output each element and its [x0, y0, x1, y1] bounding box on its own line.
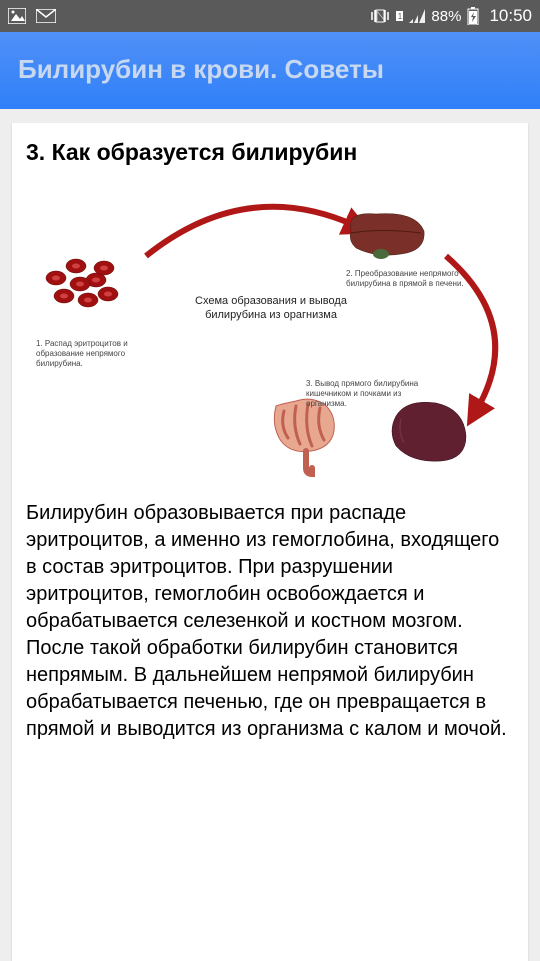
- svg-text:билирубина из орагнизма: билирубина из орагнизма: [205, 309, 338, 321]
- svg-text:билирубина.: билирубина.: [36, 359, 83, 368]
- battery-icon: [467, 7, 479, 25]
- svg-text:кишечником и почками из: кишечником и почками из: [306, 389, 402, 398]
- vibrate-icon: [370, 8, 390, 24]
- svg-text:1. Распад эритроцитов и: 1. Распад эритроцитов и: [36, 339, 128, 348]
- svg-text:Схема образования и вывода: Схема образования и вывода: [195, 295, 348, 307]
- battery-percent: 88%: [431, 8, 461, 25]
- svg-text:2. Преобразование непрямого: 2. Преобразование непрямого: [346, 269, 459, 278]
- image-icon: [8, 8, 26, 24]
- status-bar: 1 88% 10:50: [0, 0, 540, 32]
- app-header: Билирубин в крови. Советы: [0, 32, 540, 109]
- signal-icon: [409, 9, 425, 23]
- bilirubin-diagram: 1. Распад эритроцитов иобразование непря…: [26, 186, 514, 486]
- svg-text:организма.: организма.: [306, 399, 347, 408]
- article-body: Билирубин образовывается при распаде эри…: [26, 500, 514, 743]
- svg-text:образование непрямого: образование непрямого: [36, 349, 126, 358]
- page-title: Билирубин в крови. Советы: [18, 54, 522, 85]
- section-title: 3. Как образуется билирубин: [26, 139, 514, 166]
- clock-time: 10:50: [489, 6, 532, 26]
- svg-text:3. Вывод прямого билирубина: 3. Вывод прямого билирубина: [306, 379, 419, 388]
- svg-text:билирубина в прямой в печени.: билирубина в прямой в печени.: [346, 279, 464, 288]
- mail-icon: [36, 9, 56, 23]
- content-card: 3. Как образуется билирубин 1. Распад эр…: [12, 123, 528, 961]
- sim-icon: 1: [396, 11, 403, 21]
